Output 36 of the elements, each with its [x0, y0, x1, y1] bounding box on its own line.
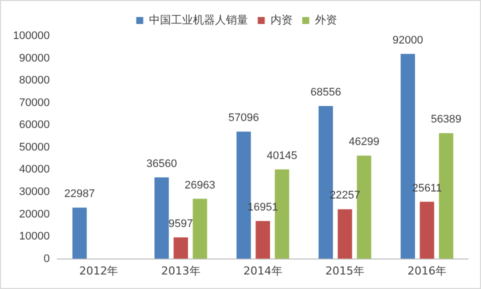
data-label: 9597: [168, 218, 194, 230]
data-label: 36560: [146, 158, 177, 170]
x-tick-label: 2016年: [407, 264, 446, 278]
data-label: 46299: [348, 136, 380, 148]
y-tick-label: 100000: [12, 30, 50, 42]
x-tick-label: 2015年: [325, 264, 364, 278]
data-label: 56389: [430, 114, 462, 126]
y-tick-label: 50000: [19, 141, 50, 154]
bar: [338, 209, 352, 259]
bar: [256, 221, 270, 259]
x-tick-label: 2014年: [243, 264, 282, 278]
bar: [72, 208, 87, 259]
y-tick-label: 30000: [19, 186, 50, 198]
legend-label: 内资: [270, 13, 292, 26]
y-tick-label: 90000: [19, 52, 50, 64]
data-label: 26963: [184, 179, 216, 192]
data-label: 57096: [228, 112, 260, 124]
y-tick-label: 10000: [19, 230, 50, 243]
data-label: 68556: [310, 86, 342, 99]
y-tick-label: 80000: [19, 74, 50, 87]
y-tick-label: 60000: [19, 119, 50, 132]
y-tick-label: 40000: [19, 164, 50, 176]
legend-label: 中国工业机器人销量: [148, 13, 248, 26]
bar: [420, 202, 434, 259]
y-tick-label: 0: [44, 252, 50, 265]
data-label: 22987: [64, 188, 95, 200]
data-label: 40145: [266, 150, 298, 162]
y-tick-label: 70000: [19, 96, 50, 109]
legend-label: 外资: [314, 13, 337, 26]
bar: [174, 237, 188, 259]
bar: [154, 177, 169, 259]
bar: [192, 198, 208, 259]
x-tick-label: 2013年: [161, 264, 200, 278]
x-tick-label: 2012年: [79, 264, 118, 278]
y-tick-label: 20000: [19, 208, 50, 220]
data-label: 92000: [392, 34, 424, 46]
